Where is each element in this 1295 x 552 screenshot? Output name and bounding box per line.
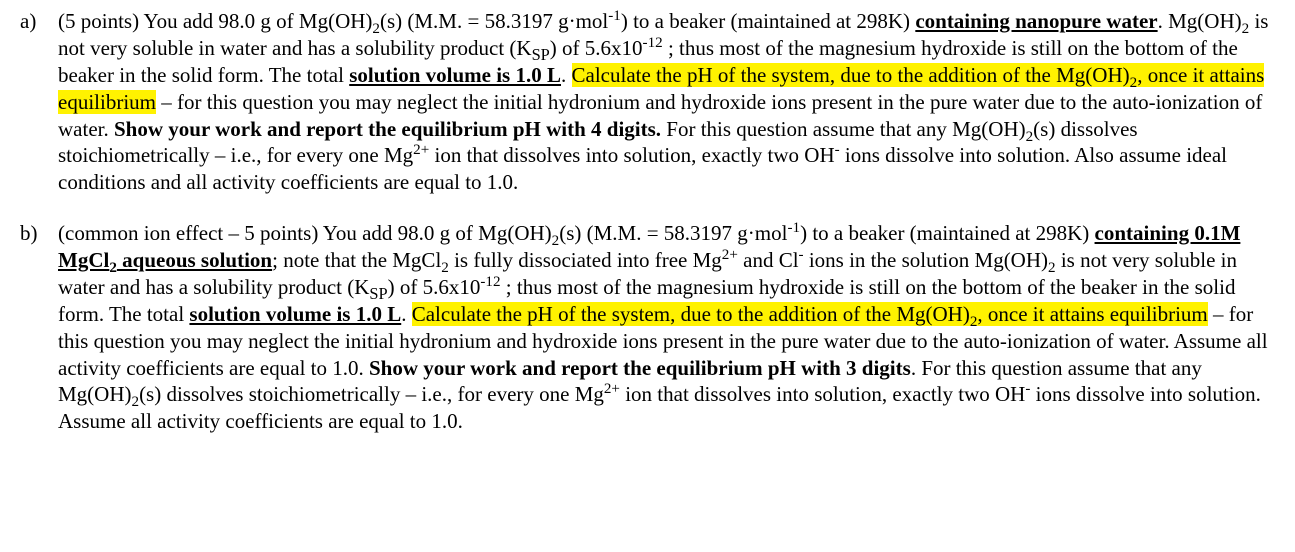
superscript-2plus: 2+ — [722, 247, 738, 263]
superscript-neg1: -1 — [608, 8, 621, 24]
subscript-sp: SP — [532, 45, 550, 64]
emphasis-solution-volume: solution volume is 1.0 L — [189, 302, 401, 326]
superscript-neg1: -1 — [787, 220, 800, 236]
emphasis-solution-volume: solution volume is 1.0 L — [349, 63, 561, 87]
question-a-label: a) — [20, 8, 58, 35]
superscript-neg12: -12 — [643, 35, 663, 51]
superscript-neg12: -12 — [480, 274, 500, 290]
question-b-body: (common ion effect – 5 points) You add 9… — [58, 220, 1275, 435]
text: (5 points) You add 98.0 g of Mg(OH) — [58, 9, 372, 33]
text: ; note that the MgCl — [272, 248, 441, 272]
text: For this question assume that any Mg(OH) — [661, 117, 1026, 141]
text: (s) (M.M. = 58.3197 g·mol — [380, 9, 608, 33]
question-a-body: (5 points) You add 98.0 g of Mg(OH)2(s) … — [58, 8, 1275, 196]
text: ion that dissolves into solution, exactl… — [620, 382, 1025, 406]
text: (common ion effect – 5 points) You add 9… — [58, 221, 552, 245]
text: , once it attains equilibrium — [977, 302, 1207, 326]
text: . — [401, 302, 412, 326]
subscript-2: 2 — [1048, 260, 1056, 276]
text: . — [561, 63, 572, 87]
subscript-2: 2 — [441, 260, 449, 276]
highlighted-prompt: Calculate the pH of the system, due to t… — [412, 302, 1208, 326]
text: Calculate the pH of the system, due to t… — [572, 63, 1130, 87]
superscript-2plus: 2+ — [604, 381, 620, 397]
emphasis-show-work: Show your work and report the equilibriu… — [369, 356, 911, 380]
superscript-2plus: 2+ — [413, 142, 429, 158]
question-b: b) (common ion effect – 5 points) You ad… — [20, 220, 1275, 435]
text: ) of 5.6x10 — [550, 36, 643, 60]
text: . Mg(OH) — [1158, 9, 1242, 33]
text: and Cl — [738, 248, 799, 272]
text: ) to a beaker (maintained at 298K) — [800, 221, 1094, 245]
emphasis-containing-nanopure: containing nanopure water — [915, 9, 1157, 33]
question-b-label: b) — [20, 220, 58, 247]
text: Calculate the pH of the system, due to t… — [412, 302, 970, 326]
text: ions in the solution Mg(OH) — [804, 248, 1048, 272]
text: is fully dissociated into free Mg — [449, 248, 722, 272]
text: ion that dissolves into solution, exactl… — [429, 143, 834, 167]
text: aqueous solution — [117, 248, 272, 272]
text: ) of 5.6x10 — [388, 275, 481, 299]
text: (s) dissolves stoichiometrically – i.e.,… — [139, 382, 604, 406]
question-a: a) (5 points) You add 98.0 g of Mg(OH)2(… — [20, 8, 1275, 196]
emphasis-show-work: Show your work and report the equilibriu… — [114, 117, 661, 141]
text: ) to a beaker (maintained at 298K) — [621, 9, 915, 33]
subscript-2: 2 — [109, 260, 117, 276]
subscript-2: 2 — [372, 21, 380, 37]
subscript-sp: SP — [369, 284, 387, 303]
page: a) (5 points) You add 98.0 g of Mg(OH)2(… — [0, 0, 1295, 479]
text: (s) (M.M. = 58.3197 g·mol — [559, 221, 787, 245]
